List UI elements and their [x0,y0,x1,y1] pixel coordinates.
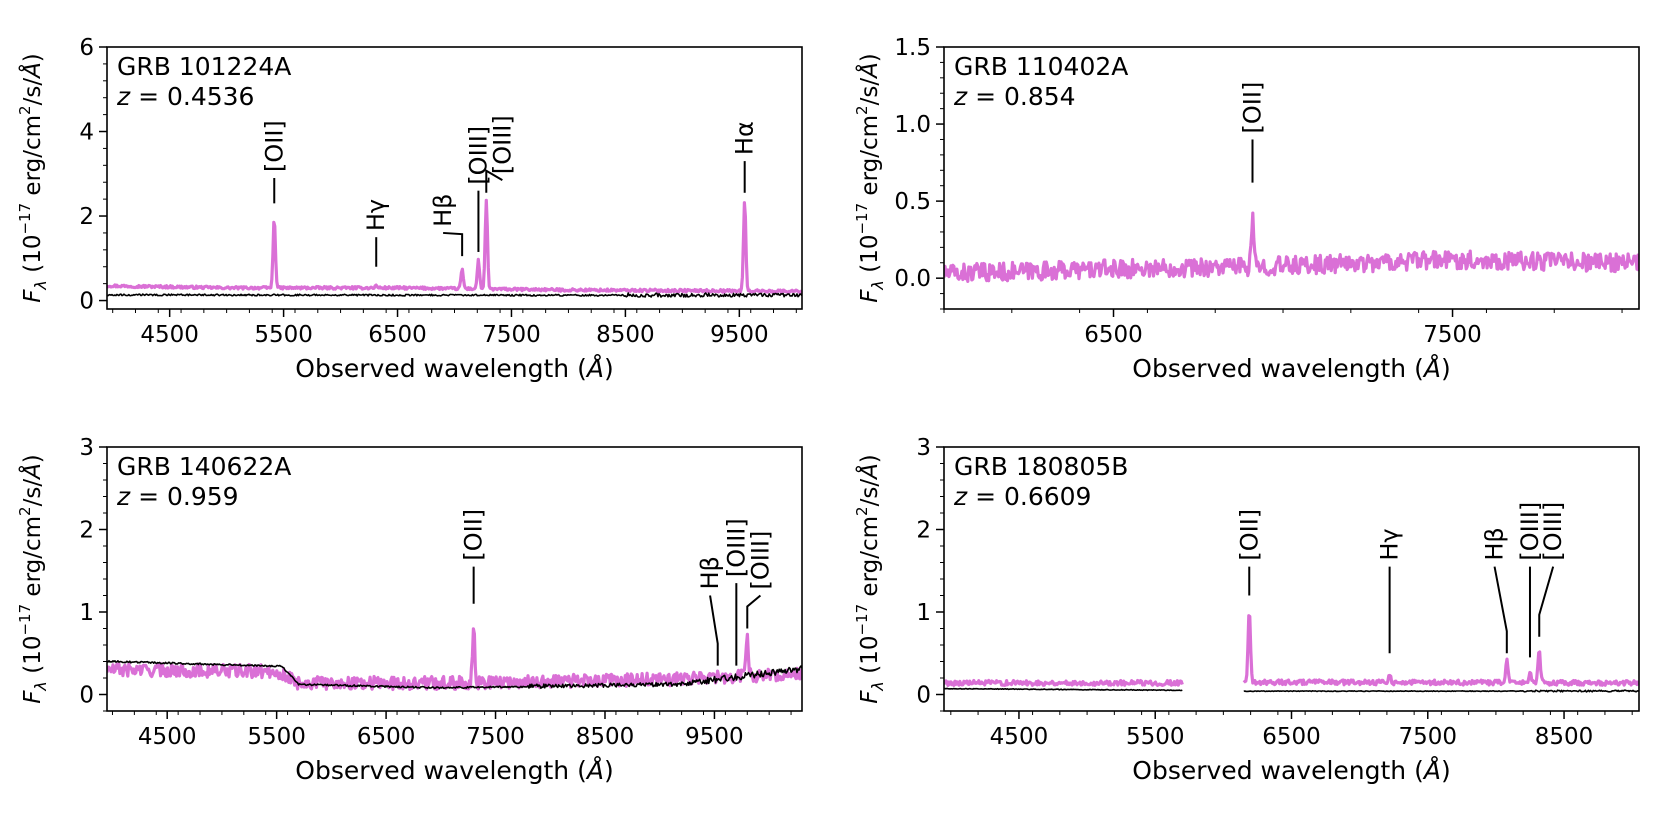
panel-title: GRB 101224A [117,52,291,81]
chart-panel-1: 4500 5500 6500 7500 8500 9500 0 2 4 6 Observed wav… [16,35,803,383]
error-spectrum-line [107,292,802,298]
emission-line-label: Hβ [429,194,457,227]
emission-line-label: Hβ [696,556,724,589]
x-tick-label: 7500 [466,724,525,750]
axes-frame [943,46,1640,310]
y-axis-label: Fλ (10−17 erg/cm2/s/Å) [853,53,887,303]
error-spectrum-line [107,659,802,690]
y-axis-label: Fλ (10−17 erg/cm2/s/Å) [16,454,50,704]
x-axis-label: Observed wavelength (Å) [295,756,613,785]
emission-line-label: [OII] [260,120,288,172]
y-tick-label: 2 [79,204,94,230]
x-tick-label: 5500 [1126,724,1185,750]
emission-line-label: [OIII] [464,126,492,185]
emission-line-label: [OII] [1239,82,1267,134]
y-axis-label: Fλ (10−17 erg/cm2/s/Å) [853,454,887,704]
x-tick-label: 5500 [247,724,306,750]
x-tick-label: 6500 [1262,724,1321,750]
x-tick-label: 7500 [1399,724,1458,750]
line-marker [709,595,719,666]
redshift-label: z = 0.959 [116,482,239,511]
emission-line-label: Hα [731,121,759,155]
chart-panel-2: 6500 7500 0.0 0.5 1.0 1.5 Observed wavelength … [853,35,1640,383]
spectrum-line [944,614,1639,687]
y-tick-label: 3 [916,435,931,461]
y-tick-label: 1.5 [894,35,931,61]
x-tick-label: 7500 [1423,322,1482,348]
emission-line-label: [OIII] [488,115,516,174]
spectrum-line [944,211,1639,283]
y-tick-label: 3 [79,435,94,461]
x-tick-label: 4500 [990,724,1049,750]
y-tick-label: 1 [79,600,94,626]
y-tick-label: 0 [916,683,931,709]
x-axis-label: Observed wavelength (Å) [1132,354,1450,383]
x-tick-label: 8500 [576,724,635,750]
emission-line-label: [OII] [1235,509,1263,561]
y-tick-label: 0.5 [894,189,931,215]
x-axis-label: Observed wavelength (Å) [1132,756,1450,785]
y-tick-label: 6 [79,35,94,61]
redshift-label: z = 0.4536 [116,82,254,111]
redshift-label: z = 0.6609 [953,482,1091,511]
x-tick-label: 9500 [685,724,744,750]
x-tick-label: 6500 [368,322,427,348]
emission-line-label: Hγ [1376,528,1404,560]
y-axis-label: Fλ (10−17 erg/cm2/s/Å) [16,53,50,303]
y-tick-label: 0.0 [894,266,931,292]
y-tick-label: 1.0 [894,112,931,138]
emission-line-label: [OIII] [746,531,774,590]
x-axis-label: Observed wavelength (Å) [295,354,613,383]
line-marker [485,169,503,193]
line-marker [1538,566,1555,637]
panel-title: GRB 140622A [117,452,291,481]
x-tick-label: 8500 [1535,724,1594,750]
y-tick-label: 2 [916,518,931,544]
x-tick-label: 9500 [710,322,769,348]
x-tick-label: 6500 [357,724,416,750]
emission-line-label: Hγ [362,199,390,231]
spectrum-line [107,198,802,294]
x-tick-label: 4500 [140,322,199,348]
emission-line-label: [OII] [460,509,488,561]
line-marker [746,594,762,629]
panel-title: GRB 110402A [954,52,1128,81]
y-tick-label: 1 [916,600,931,626]
y-tick-label: 2 [79,518,94,544]
emission-line-label: [OIII] [1516,502,1544,561]
x-tick-label: 7500 [482,322,541,348]
chart-panel-3: 4500 5500 6500 7500 8500 9500 0 1 2 3 Observed wav… [16,435,803,785]
emission-line-label: Hβ [1481,527,1509,560]
error-spectrum-line [944,687,1639,693]
y-tick-label: 4 [79,120,94,146]
panel-title: GRB 180805B [954,452,1128,481]
x-tick-label: 4500 [138,724,197,750]
x-tick-label: 5500 [254,322,313,348]
line-marker [443,231,464,257]
x-tick-label: 8500 [596,322,655,348]
y-tick-label: 0 [79,683,94,709]
emission-line-label: [OIII] [722,518,750,577]
y-tick-label: 0 [79,289,94,315]
chart-panel-4: 4500 5500 6500 7500 8500 0 1 2 3 Observed wavelen… [853,435,1640,785]
emission-line-label: [OIII] [1539,502,1567,561]
x-tick-label: 6500 [1084,322,1143,348]
redshift-label: z = 0.854 [953,82,1076,111]
line-marker [1493,566,1508,654]
